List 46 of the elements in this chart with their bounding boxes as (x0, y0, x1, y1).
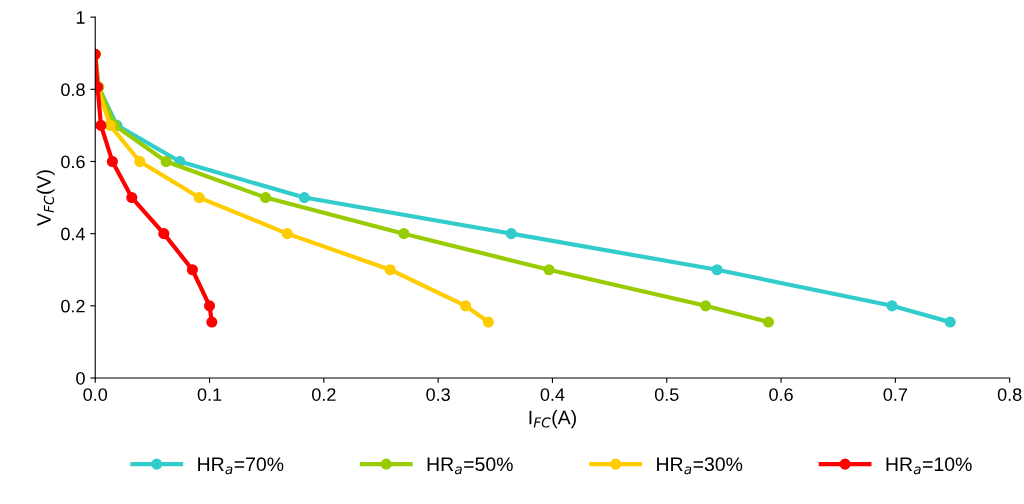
x-tick-label: 0.6 (769, 388, 793, 401)
point (460, 300, 472, 312)
y-tick-label: 0.8 (61, 83, 85, 97)
legend-label: HR$_{a}$=70% (198, 457, 284, 475)
point (106, 155, 118, 168)
x-axis-title: I$_{FC}$(A) (529, 410, 576, 429)
point (281, 228, 293, 240)
y-tick-label: 0.6 (61, 155, 85, 169)
point (886, 300, 898, 312)
point (543, 264, 555, 276)
point (762, 316, 775, 328)
point (398, 228, 410, 240)
point (203, 300, 216, 312)
x-tick-label: 0.2 (312, 388, 336, 401)
y-tick-label: 1 (76, 11, 85, 24)
point (944, 316, 956, 328)
x-tick-label: 0.8 (997, 388, 1022, 401)
point (298, 192, 310, 204)
point (384, 264, 396, 276)
x-tick-label: 0.5 (654, 388, 679, 401)
point (158, 228, 170, 240)
y-tick-label: 0.2 (61, 299, 85, 313)
point (160, 155, 172, 168)
point (95, 119, 107, 131)
point (505, 228, 517, 240)
legend-label: HR$_{a}$=10% (886, 457, 972, 475)
point (206, 316, 218, 328)
x-tick-label: 0.1 (197, 388, 222, 401)
x-tick-label: 0.7 (883, 388, 907, 401)
legend-label: HR$_{a}$=50% (427, 457, 513, 475)
point (711, 264, 723, 276)
point (134, 155, 146, 168)
point (482, 316, 494, 328)
y-tick-label: 0 (76, 371, 85, 385)
point (700, 300, 712, 312)
x-tick-label: 0.0 (83, 388, 108, 401)
x-tick-label: 0.3 (426, 388, 450, 401)
point (193, 192, 205, 204)
y-axis-title: V$_{FC}$(V) (36, 170, 55, 226)
y-tick-label: 0.4 (61, 227, 85, 241)
legend-label: HR$_{a}$=30% (657, 457, 743, 475)
x-tick-label: 0.4 (540, 388, 565, 401)
point (126, 192, 138, 204)
point (259, 192, 272, 204)
point (104, 119, 116, 131)
point (186, 264, 198, 276)
